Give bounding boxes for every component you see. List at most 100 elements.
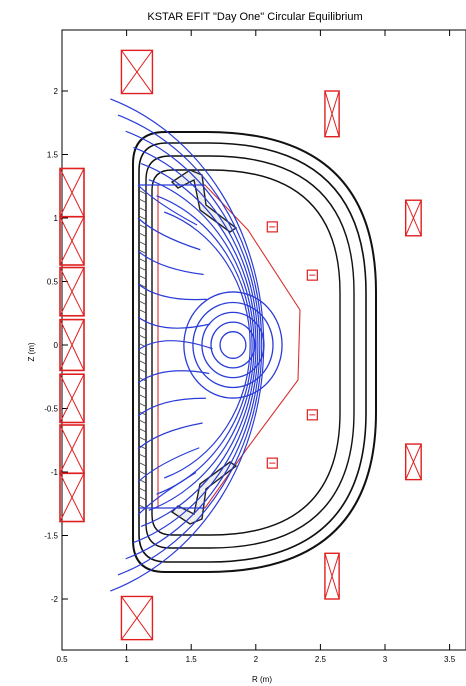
vessel-wall [132, 131, 377, 573]
x-tick-label: 3.5 [444, 655, 456, 664]
vessel-hatch [137, 300, 147, 305]
vessel-hatch [137, 495, 147, 501]
flux-surface [192, 301, 274, 389]
cs-coil-box [59, 215, 85, 266]
passive-coil [306, 409, 318, 421]
x-tick-label: 1.5 [186, 655, 198, 664]
open-field-line [137, 370, 210, 384]
vessel-hatch [137, 487, 147, 492]
vessel-hatch [137, 393, 147, 399]
pf-coil-cross [405, 200, 422, 236]
y-tick-label: 2 [54, 87, 59, 96]
flux-surfaces-group [110, 98, 283, 592]
open-field-line [137, 316, 211, 329]
y-tick-label: 0.5 [47, 278, 59, 287]
x-tick-label: 1 [124, 655, 129, 664]
vessel-hatch [137, 249, 147, 254]
flux-arc [117, 114, 263, 576]
cs-coil [59, 215, 85, 266]
cs-coil-box [59, 373, 85, 424]
cs-coil-box [59, 266, 85, 317]
y-tick-label: 0 [54, 341, 59, 350]
flux-arc [164, 211, 251, 479]
pf-coil-box [404, 443, 422, 481]
vessel-hatch [137, 240, 147, 246]
vessel-hatch [137, 283, 147, 288]
flux-surface [183, 291, 283, 399]
vessel-hatch [137, 257, 147, 263]
pf-coil-cross [324, 553, 340, 600]
pf-coil-box [120, 595, 154, 641]
x-tick-label: 0.5 [56, 655, 68, 664]
open-field-line [137, 250, 204, 276]
cs-coil-box [59, 472, 85, 523]
pf-coil-box [324, 552, 340, 600]
cs-coil-cross [59, 424, 85, 474]
vessel-hatch [137, 232, 147, 237]
y-tick-label: 1 [54, 214, 59, 223]
vessel-hatch [137, 308, 147, 314]
vessel-hatch [137, 291, 147, 297]
cs-coil [59, 318, 85, 372]
figure-title: KSTAR EFIT "Day One" Circular Equilibriu… [147, 11, 362, 23]
vessel-hatch [137, 436, 147, 441]
x-tick-label: 2 [254, 655, 259, 664]
pf-coil-box [404, 199, 422, 237]
pf-coil-box [324, 90, 340, 138]
flux-surface [219, 331, 247, 359]
vessel-hatch [137, 215, 147, 220]
open-field-line [137, 397, 206, 417]
passive-coil [266, 457, 278, 469]
pf-coil [120, 49, 154, 95]
flux-arc [140, 162, 257, 528]
y-tick-label: -1.5 [44, 532, 58, 541]
vessel-hatch [137, 419, 147, 424]
cs-coil [59, 266, 85, 317]
flux-arc [156, 195, 253, 495]
open-field-line [137, 184, 198, 226]
vessel-hatch [137, 470, 147, 475]
limiter-outline [157, 184, 301, 509]
cs-coil-cross [59, 473, 85, 522]
vessel-hatch [137, 325, 147, 331]
cs-coil-cross [59, 216, 85, 266]
cs-coil-cross [59, 373, 85, 423]
open-field-line [137, 422, 203, 450]
pf-coil-cross [121, 50, 153, 94]
open-field-line [137, 217, 201, 251]
vessel-hatch [137, 334, 147, 339]
cs-coil [59, 373, 85, 424]
vessel-hatch [137, 223, 147, 229]
pf-coil [324, 552, 340, 600]
y-tick-label: -1 [51, 468, 59, 477]
vessel-hatch [137, 189, 147, 195]
x-tick-label: 2.5 [315, 655, 327, 664]
flux-surface [210, 321, 256, 369]
vessel-hatch [137, 461, 147, 467]
vessel-hatch [137, 402, 147, 407]
vessel-hatch [137, 444, 147, 450]
vessel-hatch [137, 368, 147, 373]
flux-arc [148, 179, 255, 511]
open-field-line [137, 283, 207, 301]
cs-coil [59, 424, 85, 475]
flux-arc [125, 130, 261, 560]
vessel-hatch [137, 376, 147, 382]
vessel-hatch [137, 478, 147, 484]
cs-coil-box [59, 318, 85, 372]
plot-frame [61, 29, 466, 651]
pf-coils-group [120, 49, 422, 641]
pf-coil-cross [405, 443, 422, 480]
pf-coil [404, 443, 422, 481]
passive-coil [266, 221, 278, 233]
cs-coil-cross [59, 168, 85, 217]
open-field-line [137, 340, 213, 351]
vessel-hatch [137, 198, 147, 203]
vessel-wall [138, 142, 367, 563]
x-axis-label: R (m) [252, 675, 272, 684]
cs-coil-cross [59, 319, 85, 371]
vessel-wall [145, 155, 355, 549]
vessel-wall [151, 169, 341, 536]
vessel-hatch [137, 351, 147, 356]
